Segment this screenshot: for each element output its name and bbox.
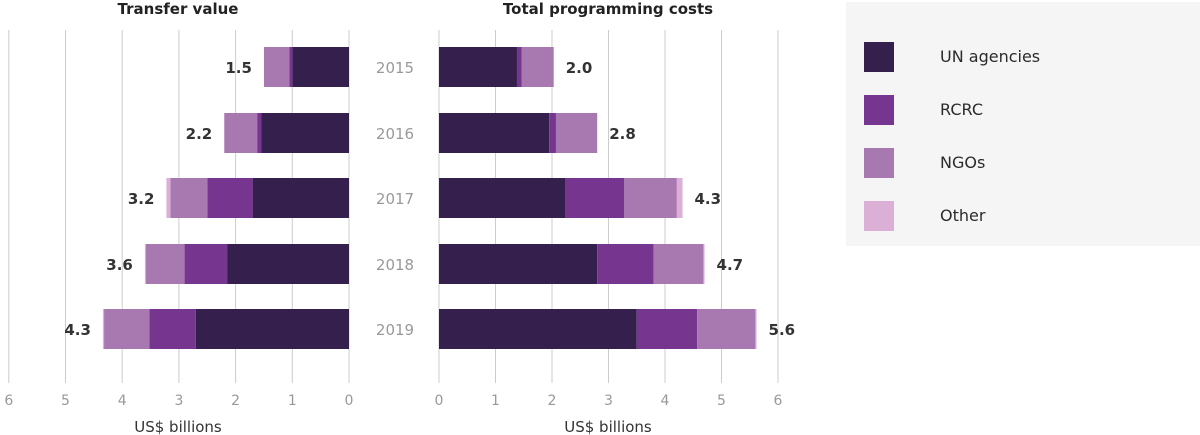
- total-programming-costs-chart: Total programming costs US$ billions 0 1 2…: [376, 0, 795, 435]
- bar-segment: [227, 244, 349, 284]
- bar-segment: [439, 178, 565, 218]
- bar-segment: [144, 244, 147, 284]
- bar-segment: [184, 244, 228, 284]
- year-label: 2019: [376, 321, 414, 339]
- bar-segment: [252, 178, 349, 218]
- legend-label: NGOs: [940, 153, 986, 172]
- total-label: 2.2: [186, 125, 213, 143]
- x-tick-label: 3: [604, 393, 613, 409]
- bar-segment: [263, 47, 290, 87]
- bar-segment: [104, 309, 150, 349]
- bar-segment: [146, 244, 185, 284]
- total-label: 3.2: [128, 190, 155, 208]
- bar-segment: [564, 178, 625, 218]
- total-label: 3.6: [106, 256, 133, 274]
- x-tick-label: 4: [118, 393, 127, 409]
- year-label: 2016: [376, 125, 414, 143]
- total-label: 2.8: [609, 125, 636, 143]
- year-label: 2018: [376, 256, 414, 274]
- left-x-axis-label: US$ billions: [134, 418, 222, 435]
- bar-segment: [195, 309, 349, 349]
- legend-swatch-ngos: [864, 148, 894, 178]
- bar-segment: [624, 178, 677, 218]
- bar-segment: [636, 309, 698, 349]
- bar-segment: [653, 244, 704, 284]
- bar-segment: [555, 113, 598, 153]
- year-label: 2015: [376, 59, 414, 77]
- x-tick-label: 2: [548, 393, 557, 409]
- legend-swatch-rcrc: [864, 95, 894, 125]
- x-tick-label: 6: [4, 393, 13, 409]
- year-label: 2017: [376, 190, 414, 208]
- bar-segment: [439, 47, 517, 87]
- total-label: 2.0: [566, 59, 593, 77]
- bar-segment: [549, 113, 556, 153]
- x-tick-label: 2: [231, 393, 240, 409]
- bar-segment: [703, 244, 705, 284]
- bar-segment: [439, 309, 637, 349]
- bar-segment: [257, 113, 262, 153]
- bar-segment: [289, 47, 293, 87]
- bar-segment: [676, 178, 683, 218]
- legend-label: Other: [940, 206, 986, 225]
- x-tick-label: 4: [661, 393, 670, 409]
- legend: UN agencies RCRC NGOs Other: [846, 2, 1200, 246]
- x-tick-label: 1: [288, 393, 297, 409]
- legend-label: RCRC: [940, 100, 983, 119]
- total-label: 4.7: [717, 256, 744, 274]
- bar-segment: [207, 178, 253, 218]
- right-x-axis-label: US$ billions: [564, 418, 652, 435]
- bar-segment: [755, 309, 757, 349]
- legend-swatch-un-agencies: [864, 42, 894, 72]
- bar-segment: [516, 47, 522, 87]
- x-tick-label: 3: [174, 393, 183, 409]
- bar-segment: [224, 113, 258, 153]
- total-label: 5.6: [769, 321, 796, 339]
- transfer-value-chart: Transfer value US$ billions 0 1 2 3 4 5 6 1.5 2.…: [4, 0, 353, 435]
- x-tick-label: 5: [61, 393, 70, 409]
- x-tick-label: 6: [774, 393, 783, 409]
- bar-segment: [697, 309, 756, 349]
- legend-label: UN agencies: [940, 47, 1041, 66]
- bar-segment: [261, 113, 349, 153]
- bar-segment: [102, 309, 105, 349]
- x-tick-label: 5: [717, 393, 726, 409]
- total-label: 1.5: [225, 59, 252, 77]
- bar-segment: [166, 178, 171, 218]
- bar-segment: [292, 47, 349, 87]
- bar-segment: [170, 178, 208, 218]
- x-tick-label: 0: [435, 393, 444, 409]
- bar-segment: [597, 244, 654, 284]
- left-chart-title: Transfer value: [118, 0, 239, 18]
- total-label: 4.3: [695, 190, 722, 208]
- bar-segment: [439, 113, 550, 153]
- x-tick-label: 1: [491, 393, 500, 409]
- x-tick-label: 0: [345, 393, 354, 409]
- total-label: 4.3: [64, 321, 91, 339]
- bar-segment: [439, 244, 598, 284]
- bar-segment: [149, 309, 196, 349]
- bar-segment: [521, 47, 554, 87]
- legend-swatch-other: [864, 201, 894, 231]
- right-chart-title: Total programming costs: [503, 0, 713, 18]
